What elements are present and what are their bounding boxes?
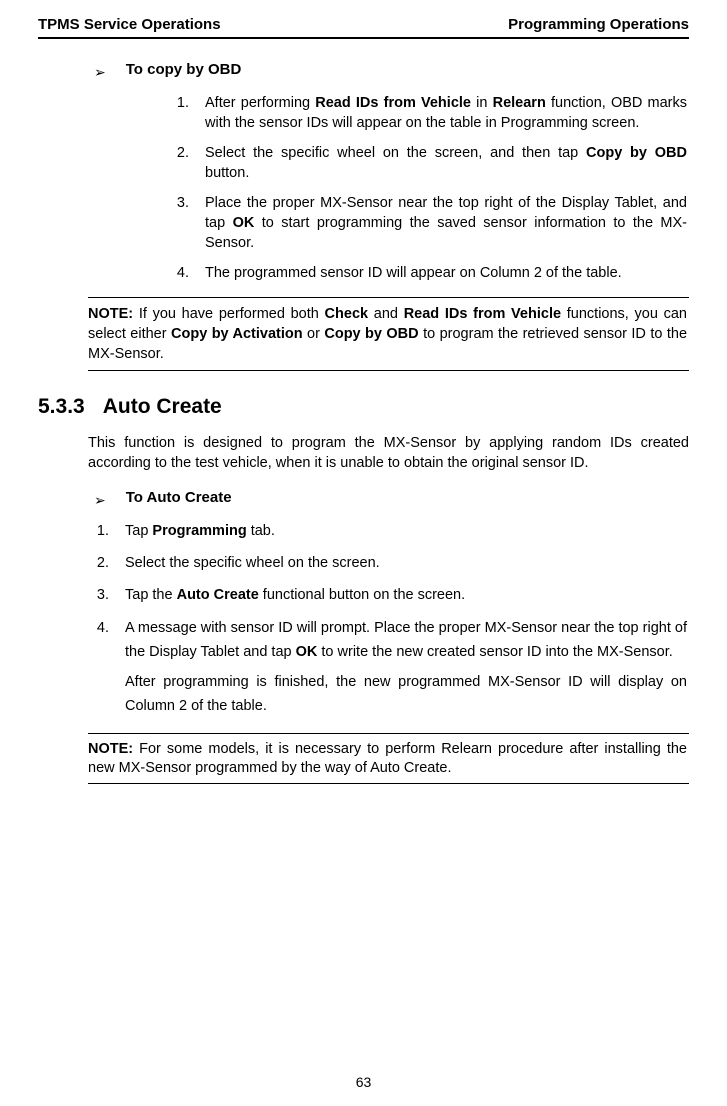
section-heading: 5.3.3 Auto Create	[38, 395, 689, 419]
page-header: TPMS Service Operations Programming Oper…	[38, 16, 689, 39]
list-item: Place the proper MX-Sensor near the top …	[193, 193, 689, 253]
arrow-icon: ➢	[94, 489, 106, 511]
page-number: 63	[0, 1074, 727, 1090]
section-title: Auto Create	[103, 395, 222, 418]
list-item-text: A message with sensor ID will prompt. Pl…	[125, 620, 687, 660]
auto-create-follow: After programming is finished, the new p…	[125, 671, 687, 719]
header-right: Programming Operations	[508, 16, 689, 33]
list-item: A message with sensor ID will prompt. Pl…	[113, 617, 689, 719]
header-left: TPMS Service Operations	[38, 16, 221, 33]
list-item: Tap Programming tab.	[113, 521, 689, 541]
list-item: Select the specific wheel on the screen.	[113, 553, 689, 573]
section-number: 5.3.3	[38, 395, 85, 419]
page: TPMS Service Operations Programming Oper…	[0, 0, 727, 1106]
section-intro: This function is designed to program the…	[88, 433, 689, 473]
list-item: After performing Read IDs from Vehicle i…	[193, 93, 689, 133]
auto-create-heading: ➢ To Auto Create	[94, 489, 689, 511]
list-item: Tap the Auto Create functional button on…	[113, 585, 689, 605]
copy-obd-note: NOTE: If you have performed both Check a…	[88, 297, 689, 371]
copy-obd-heading-text: To copy by OBD	[126, 61, 242, 78]
list-item: The programmed sensor ID will appear on …	[193, 263, 689, 283]
arrow-icon: ➢	[94, 61, 106, 83]
list-item: Select the specific wheel on the screen,…	[193, 143, 689, 183]
copy-obd-steps: After performing Read IDs from Vehicle i…	[38, 93, 689, 283]
auto-create-heading-text: To Auto Create	[126, 489, 232, 506]
auto-create-note: NOTE: For some models, it is necessary t…	[88, 733, 689, 785]
copy-obd-heading: ➢ To copy by OBD	[94, 61, 689, 83]
auto-create-steps: Tap Programming tab. Select the specific…	[38, 521, 689, 719]
